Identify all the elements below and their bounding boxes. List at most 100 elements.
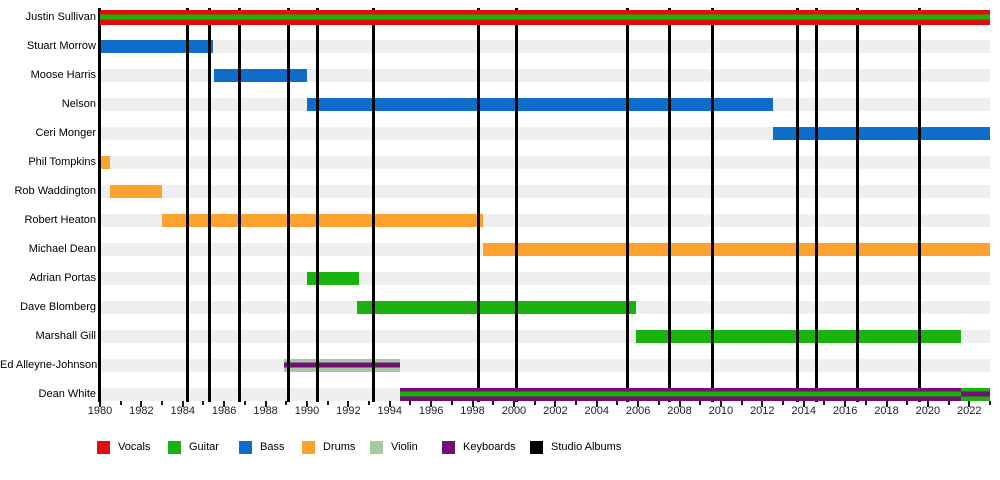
axis-tick-label: 2012 <box>750 405 775 417</box>
axis-minor-tick <box>906 401 909 405</box>
axis-minor-tick <box>616 401 619 405</box>
axis-major-tick <box>471 401 474 407</box>
axis-major-tick <box>968 401 971 407</box>
studio-album-line <box>856 8 860 402</box>
axis-tick-label: 1992 <box>336 405 361 417</box>
member-label: Robert Heaton <box>24 214 96 226</box>
studio-album-line <box>814 8 818 402</box>
axis-major-tick <box>761 401 764 407</box>
row-band <box>100 155 990 169</box>
axis-minor-tick <box>285 401 288 405</box>
studio-album-line <box>918 8 922 402</box>
member-bar <box>100 155 111 169</box>
axis-tick-label: 2000 <box>501 405 527 417</box>
member-bar <box>100 39 213 53</box>
member-bar <box>100 9 990 25</box>
legend-swatch-keyboards <box>442 441 455 454</box>
legend-swatch-violin <box>370 441 383 454</box>
axis-major-tick <box>305 401 308 407</box>
axis-tick-label: 2016 <box>832 405 858 417</box>
member-label: Phil Tompkins <box>28 156 96 168</box>
legend-label: Vocals <box>118 441 151 453</box>
member-bar <box>306 271 359 285</box>
studio-album-line <box>711 8 715 402</box>
axis-minor-tick <box>740 401 743 405</box>
axis-tick-label: 2022 <box>957 405 982 417</box>
member-bar <box>772 126 990 140</box>
axis-tick-label: 2018 <box>874 405 899 417</box>
axis-minor-tick <box>864 401 867 405</box>
axis-minor-tick <box>326 401 329 405</box>
studio-album-line <box>514 8 518 402</box>
member-bar <box>110 184 163 198</box>
axis-major-tick <box>181 401 184 407</box>
member-label: Michael Dean <box>28 243 96 255</box>
axis-tick-label: 1998 <box>460 405 485 417</box>
axis-major-tick <box>347 401 350 407</box>
studio-album-line <box>238 8 242 402</box>
member-bar <box>284 358 401 372</box>
axis-minor-tick <box>575 401 578 405</box>
axis-tick-label: 2006 <box>625 405 651 417</box>
member-label: Stuart Morrow <box>26 40 96 52</box>
member-label: Nelson <box>61 98 96 110</box>
member-bar <box>162 213 483 227</box>
secondary-role-stripe <box>100 14 990 20</box>
studio-album-line <box>315 8 319 402</box>
member-label: Ed Alleyne-Johnson <box>0 359 98 371</box>
axis-tick-label: 1980 <box>87 405 113 417</box>
axis-minor-tick <box>243 401 246 405</box>
row-band <box>100 184 990 198</box>
axis-minor-tick <box>202 401 205 405</box>
axis-major-tick <box>264 401 267 407</box>
axis-tick-label: 1994 <box>377 405 402 417</box>
axis-major-tick <box>99 401 101 407</box>
axis-minor-tick <box>989 401 991 405</box>
member-bar <box>306 97 773 111</box>
legend-swatch-guitar <box>168 441 181 454</box>
axis-major-tick <box>430 401 433 407</box>
legend-swatch-drums <box>302 441 315 454</box>
studio-album-line <box>796 8 799 402</box>
axis-tick-label: 1984 <box>170 405 196 417</box>
axis-major-tick <box>637 401 640 407</box>
secondary-role-stripe <box>284 362 401 368</box>
axis-major-tick <box>388 401 391 407</box>
axis-major-tick <box>844 401 847 407</box>
member-bar <box>961 387 990 401</box>
axis-minor-tick <box>492 401 495 405</box>
axis-major-tick <box>223 401 226 407</box>
row-band <box>100 126 990 140</box>
member-bar <box>213 68 307 82</box>
axis-minor-tick <box>947 401 950 405</box>
member-label: Dave Blomberg <box>20 301 96 313</box>
member-bar <box>356 300 637 314</box>
axis-major-tick <box>678 401 681 407</box>
axis-minor-tick <box>368 401 371 405</box>
member-label: Adrian Portas <box>29 272 96 284</box>
axis-major-tick <box>885 401 888 407</box>
axis-tick-label: 1988 <box>253 405 278 417</box>
axis-major-tick <box>140 401 143 407</box>
row-band <box>100 39 990 53</box>
axis-minor-tick <box>699 401 702 405</box>
axis-major-tick <box>926 401 929 407</box>
axis-major-tick <box>512 401 515 407</box>
axis-minor-tick <box>409 401 412 405</box>
axis-minor-tick <box>119 401 122 405</box>
axis-minor-tick <box>533 401 536 405</box>
member-label: Marshall Gill <box>35 330 96 342</box>
axis-major-tick <box>595 401 598 407</box>
legend-swatch-bass <box>239 441 252 454</box>
axis-tick-label: 1982 <box>129 405 154 417</box>
secondary-role-stripe <box>400 391 962 397</box>
member-label: Dean White <box>38 388 96 400</box>
legend-label: Studio Albums <box>551 441 622 453</box>
studio-album-line <box>186 8 190 402</box>
studio-album-line <box>286 8 290 402</box>
member-bar <box>482 242 990 256</box>
axis-major-tick <box>719 401 722 407</box>
member-label: Rob Waddington <box>14 185 96 197</box>
axis-tick-label: 2020 <box>915 405 941 417</box>
axis-tick-label: 1990 <box>294 405 320 417</box>
